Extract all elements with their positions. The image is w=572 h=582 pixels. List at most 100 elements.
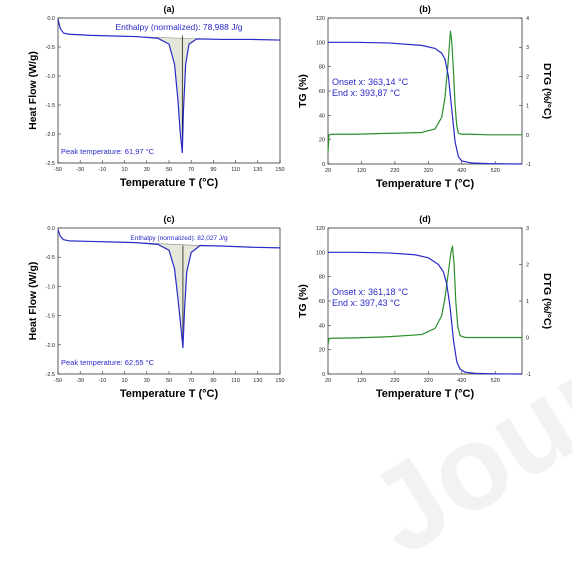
panel-title: (c): [164, 214, 175, 224]
y-tick-label: 20: [319, 138, 325, 144]
y-tick-label: -2.5: [46, 161, 55, 167]
y-tick-label: 60: [319, 89, 325, 95]
x-tick-label: 110: [231, 378, 240, 384]
y-tick-label: 0.0: [47, 16, 55, 22]
x-tick-label: -50: [54, 378, 62, 384]
y-axis-label: TG (%): [297, 284, 309, 318]
x-tick-label: 20: [325, 168, 331, 174]
y-tick-label: 80: [319, 275, 325, 281]
panel-d: (d)20 120 220 320 420 520020406080100120-1012…: [297, 214, 553, 400]
x-tick-label: 130: [253, 378, 262, 384]
x-tick-label: 50: [166, 378, 172, 384]
y2-tick-label: -1: [526, 372, 531, 378]
x-tick-label: 130: [253, 167, 262, 173]
panel-b: (b)20 120 220 320 420 520020406080100120-1012…: [297, 4, 553, 190]
peak-temperature-annotation: Peak temperature: 61,97 °C: [61, 147, 155, 156]
enthalpy-annotation: Enthalpy (normalized): 78,988 J/g: [115, 22, 242, 32]
y-tick-label: 0: [322, 162, 325, 168]
y-tick-label: -1.0: [46, 284, 55, 290]
enthalpy-annotation: Enthalpy (normalized): 82,027 J/g: [130, 235, 228, 242]
y-tick-label: 120: [316, 16, 325, 22]
x-tick-label: 520: [491, 378, 500, 384]
y2-axis-label: DTG (%/°C): [541, 273, 553, 329]
y-tick-label: 120: [316, 226, 325, 232]
x-tick-label: -10: [98, 378, 106, 384]
x-axis-label: Temperature T (°C): [376, 178, 475, 190]
peak-area: [135, 36, 197, 153]
x-tick-label: 520: [491, 168, 500, 174]
x-tick-label: -30: [76, 378, 84, 384]
x-tick-label: -50: [54, 167, 62, 173]
x-tick-label: 90: [210, 378, 216, 384]
y-tick-label: 40: [319, 323, 325, 329]
peak-temperature-annotation: Peak temperature: 62,55 °C: [61, 358, 155, 367]
x-tick-label: -10: [98, 167, 106, 173]
x-tick-label: 320: [424, 168, 433, 174]
x-tick-label: 220: [390, 378, 399, 384]
x-tick-label: 420: [457, 378, 466, 384]
dsc-curve: [57, 229, 281, 349]
y2-tick-label: 2: [526, 263, 529, 269]
x-tick-label: 320: [424, 378, 433, 384]
x-tick-label: 90: [210, 167, 216, 173]
y2-tick-label: 1: [526, 104, 529, 110]
onset-end-annotation: End x: 393,87 °C: [332, 88, 401, 98]
y-tick-label: -2.0: [46, 343, 55, 349]
y-tick-label: 20: [319, 348, 325, 354]
tg-curve: [328, 251, 523, 375]
x-tick-label: 70: [188, 167, 194, 173]
x-tick-label: 220: [390, 168, 399, 174]
x-tick-label: 70: [188, 378, 194, 384]
x-tick-label: 10: [122, 167, 128, 173]
y-tick-label: -1.5: [46, 314, 55, 320]
y2-tick-label: 0: [526, 133, 529, 139]
y-tick-label: -1.5: [46, 103, 55, 109]
panel-title: (d): [419, 214, 431, 224]
panel-title: (a): [164, 4, 175, 14]
tg-curve: [328, 41, 523, 165]
x-tick-label: -30: [76, 167, 84, 173]
y2-tick-label: -1: [526, 162, 531, 168]
x-tick-label: 10: [122, 378, 128, 384]
dtg-curve: [327, 245, 522, 345]
x-tick-label: 150: [275, 167, 284, 173]
x-tick-label: 120: [357, 168, 366, 174]
x-tick-label: 50: [166, 167, 172, 173]
figure-stage: (a) -50 -30 -10 10 30 50 70 90 110 130 150 -2.5 -2.0-…: [27, 0, 572, 580]
y-tick-label: 0.0: [47, 226, 55, 232]
x-tick-label: 20: [325, 378, 331, 384]
y-tick-label: -1.0: [46, 74, 55, 80]
y-axis-label: TG (%): [297, 74, 309, 108]
y-tick-label: -0.5: [46, 255, 55, 261]
x-axis-label: Temperature T (°C): [376, 388, 475, 400]
y2-axis-label: DTG (%/°C): [541, 63, 553, 119]
y2-tick-label: 3: [526, 45, 529, 51]
y-tick-label: -2.0: [46, 132, 55, 138]
figure-svg: (a)-50 -30 -10 10 30 50 70 90 110 130 150-2.5-2.0-…: [27, 4, 553, 400]
onset-end-annotation: End x: 397,43 °C: [332, 298, 401, 308]
dtg-curve: [327, 30, 522, 153]
x-axis-label: Temperature T (°C): [120, 388, 219, 400]
onset-end-annotation: Onset x: 361,18 °C: [332, 287, 409, 297]
x-tick-label: 120: [357, 378, 366, 384]
y2-tick-label: 0: [526, 336, 529, 342]
y2-tick-label: 1: [526, 299, 529, 305]
dsc-curve: [57, 19, 281, 154]
y-axis-label: Heat Flow (W/g): [27, 51, 39, 130]
x-tick-label: 30: [144, 378, 150, 384]
y-tick-label: -0.5: [46, 45, 55, 51]
y-tick-label: 60: [319, 299, 325, 305]
y2-tick-label: 4: [526, 16, 529, 22]
panel-c: (c) -50 -30 -10 10 30 50 70 90 110 130 150 -2.5 -2.0 -…: [27, 214, 285, 400]
panel-a: (a) -50 -30 -10 10 30 50 70 90 110 130 150 -2.5 -2.0 -…: [27, 4, 285, 189]
y-axis-label: Heat Flow (W/g): [27, 262, 39, 341]
onset-end-annotation: Onset x: 363,14 °C: [332, 77, 409, 87]
y-tick-label: 80: [319, 65, 325, 71]
x-axis-label: Temperature T (°C): [120, 177, 219, 189]
x-tick-label: 150: [275, 378, 284, 384]
panel-title: (b): [419, 4, 431, 14]
x-tick-label: 110: [231, 167, 240, 173]
y2-tick-label: 3: [526, 226, 529, 232]
y-tick-label: 0: [322, 372, 325, 378]
y-tick-label: 40: [319, 113, 325, 119]
